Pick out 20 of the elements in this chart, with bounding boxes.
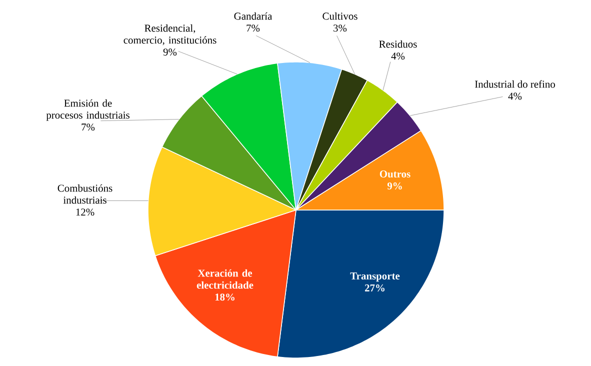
slice-label: Cultivos bbox=[322, 12, 358, 20]
slice-label: Gandaría bbox=[234, 12, 272, 20]
data-label: 4% bbox=[508, 92, 522, 100]
data-label: 12% bbox=[76, 208, 94, 216]
slice-label: Combustións industriais bbox=[58, 184, 112, 204]
slice-label: Transporte bbox=[350, 272, 400, 282]
slice-label: Outros bbox=[380, 170, 410, 178]
data-label: 3% bbox=[334, 24, 347, 32]
slice-label: Residuos bbox=[379, 40, 417, 48]
slice-label: Residencial, comercio, institucións bbox=[124, 24, 216, 46]
data-label: 18% bbox=[215, 294, 234, 301]
data-label: 7% bbox=[246, 24, 260, 32]
slice-label: Industrial do refino bbox=[475, 80, 555, 88]
slice-label: Xeración de electricidade bbox=[196, 269, 254, 289]
data-label: 9% bbox=[163, 48, 177, 56]
data-label: 9% bbox=[387, 182, 402, 190]
slice-label: Emisión de procesos industriais bbox=[46, 99, 130, 121]
data-label: 7% bbox=[82, 124, 95, 131]
data-label: 27% bbox=[364, 284, 384, 292]
data-label: 4% bbox=[391, 52, 405, 60]
